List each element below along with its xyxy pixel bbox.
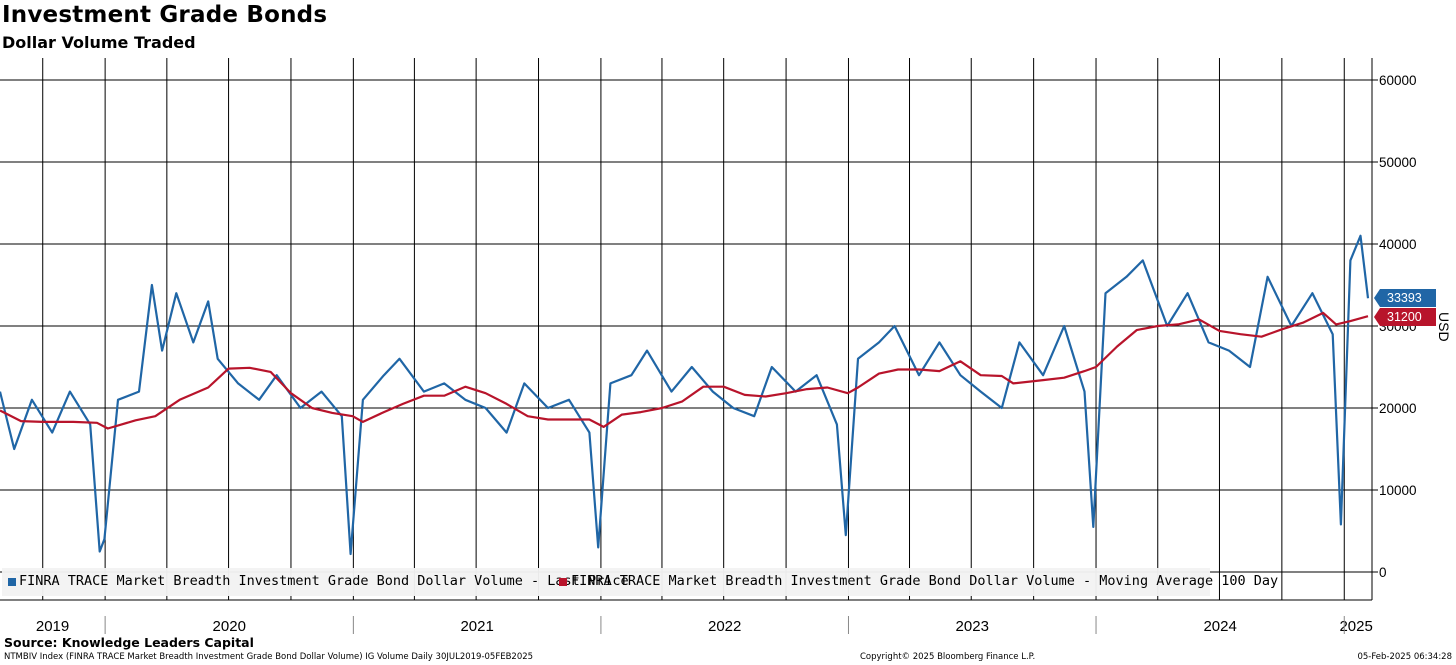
legend [2,568,1210,596]
x-year-label-2023: 2023 [956,618,989,635]
moving-average-value-tag: 31200 [1374,308,1436,327]
y-tick-label-0: 0 [1379,565,1387,580]
source-note: Source: Knowledge Leaders Capital [4,635,254,650]
y-axis-label: USD [1436,312,1452,342]
series-line-moving-average [0,311,1369,430]
chart-subtitle: Dollar Volume Traded [2,33,196,52]
x-year-label-2024: 2024 [1203,618,1236,635]
y-tick-label-50000: 50000 [1379,155,1417,170]
x-year-label-2021: 2021 [460,618,493,635]
y-tick-label-40000: 40000 [1379,237,1417,252]
y-tick-label-20000: 20000 [1379,401,1417,416]
x-year-label-2019: 2019 [36,618,69,635]
y-tick-label-60000: 60000 [1379,73,1417,88]
legend-label-last-price: FINRA TRACE Market Breadth Investment Gr… [19,573,629,589]
series-line-last-price [0,234,1370,556]
chart-title: Investment Grade Bonds [2,2,328,28]
x-year-label-2022: 2022 [708,618,741,635]
legend-swatch-moving-average [559,578,567,586]
y-tick-label-10000: 10000 [1379,483,1417,498]
last-price-value-tag: 33393 [1374,289,1436,308]
footer-timestamp: 05-Feb-2025 06:34:28 [1357,652,1452,662]
legend-swatch-last-price [8,578,16,586]
legend-label-moving-average: FINRA TRACE Market Breadth Investment Gr… [571,573,1279,589]
x-year-label-2020: 2020 [213,618,246,635]
footer-index-description: NTMBIV Index (FINRA TRACE Market Breadth… [4,652,534,662]
footer-copyright: Copyright© 2025 Bloomberg Finance L.P. [860,652,1036,662]
x-year-label-2025: 2025 [1339,618,1372,635]
